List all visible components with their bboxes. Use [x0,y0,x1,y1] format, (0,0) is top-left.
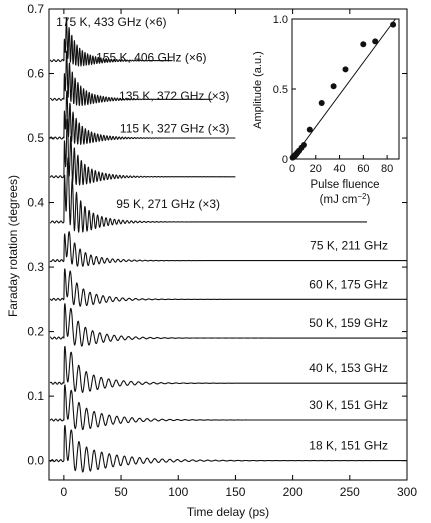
trace-line [49,50,213,107]
trace-line [49,268,408,307]
trace-label: 50 K, 159 GHz [309,316,388,330]
x-tick-label: 150 [225,485,245,499]
y-tick-label: 0.5 [27,131,44,145]
x-tick-label: 250 [340,485,360,499]
inset-data-point [342,66,349,73]
trace-label: 175 K, 433 GHz (×6) [56,15,166,29]
inset-data-points [289,21,397,161]
trace-line [49,303,408,347]
y-tick-label: 0.6 [27,67,44,81]
inset-x-tick-label: 20 [310,163,322,175]
x-tick-label: 200 [283,485,303,499]
y-tick-label: 0.3 [27,260,44,274]
main-traces [49,17,408,473]
trace-line [49,118,236,186]
main-y-axis-label: Faraday rotation (degrees) [6,175,20,317]
inset-x-tick-label: 40 [333,163,345,175]
inset-x-axis-label-line1: Pulse fluence [310,179,379,191]
y-tick-label: 0.1 [27,389,44,403]
x-tick-label: 100 [168,485,188,499]
trace-line [49,17,173,67]
inset-data-point [360,41,367,48]
main-x-axis-label: Time delay (ps) [187,505,269,519]
trace-label: 40 K, 153 GHz [309,361,388,375]
trace-label: 95 K, 271 GHz (×3) [116,197,220,211]
inset-data-point [372,38,379,45]
inset-fit-line [291,18,396,160]
inset-y-tick-label: 0.5 [273,84,288,96]
inset-x-tick-label: 0 [289,163,295,175]
trace-label: 60 K, 175 GHz [309,277,388,291]
inset-data-point [318,100,325,106]
x-tick-label: 50 [114,485,128,499]
trace-label: 115 K, 327 GHz (×3) [120,121,230,135]
trace-label: 18 K, 151 GHz [309,439,388,453]
trace-line [49,231,408,267]
inset-y-tick-label: 0 [282,154,288,166]
trace-line [49,157,368,233]
trace-label: 30 K, 151 GHz [309,398,388,412]
trace-line [49,90,236,145]
inset-x-tick-label: 80 [381,163,393,175]
trace-line [49,384,408,431]
inset-data-point [306,126,313,133]
main-trace-labels: 18 K, 151 GHz 30 K, 151 GHz 40 K, 153 GHz 5… [56,15,388,453]
main-plot-frame [48,8,408,481]
x-tick-label: 0 [61,485,68,499]
inset-data-point [330,83,337,90]
inset-data-point [390,21,397,28]
main-axis-ticks: 0 50 100 150 200 250 3000.00.10.20.30.40.50.60… [27,2,417,499]
inset-x-axis-label-line2: (mJ cm−2) [320,192,371,206]
trace-label: 75 K, 211 GHz [310,239,388,253]
inset-y-tick-label: 1.0 [273,14,288,26]
trace-label: 155 K, 406 GHz (×6) [96,51,206,65]
y-tick-label: 0.2 [27,325,44,339]
inset-x-tick-label: 60 [357,163,369,175]
inset-axis-ticks: 0 20 40 60 80 0 0.5 1.0 [273,14,394,175]
inset-y-axis-label: Amplitude (a.u.) [252,51,264,129]
y-tick-label: 0.7 [27,2,44,16]
trace-line [49,345,408,393]
trace-label: 135 K, 372 GHz (×3) [119,89,229,103]
y-tick-label: 0.0 [27,454,44,468]
inset-data-point [300,142,307,148]
x-tick-label: 300 [397,485,417,499]
y-tick-label: 0.4 [27,196,44,210]
trace-line [49,424,408,473]
